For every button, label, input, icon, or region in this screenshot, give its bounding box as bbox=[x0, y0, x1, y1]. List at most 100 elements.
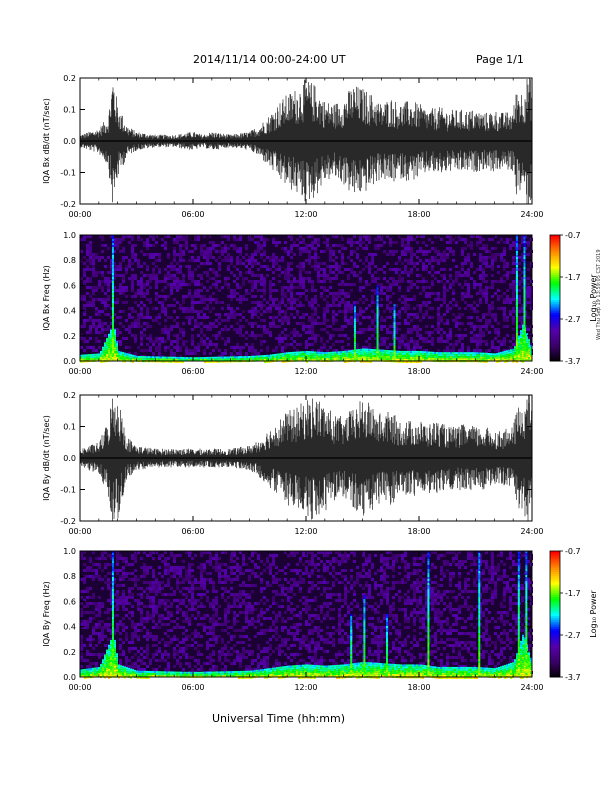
heatmap-cell bbox=[245, 337, 248, 340]
heatmap-band-cell bbox=[360, 360, 362, 363]
heatmap-cell bbox=[392, 283, 395, 286]
heatmap-cell bbox=[455, 277, 458, 280]
heatmap-cell bbox=[215, 313, 218, 316]
heatmap-band-cell bbox=[422, 357, 424, 360]
heatmap-cell bbox=[176, 301, 179, 304]
heatmap-cell bbox=[527, 295, 530, 298]
heatmap-band-cell bbox=[120, 351, 122, 354]
heatmap-cell bbox=[527, 286, 530, 289]
heatmap-cell bbox=[101, 325, 104, 328]
heatmap-band-cell bbox=[258, 357, 260, 360]
heatmap-cell bbox=[467, 244, 470, 247]
heatmap-cell bbox=[416, 280, 419, 283]
heatmap-cell bbox=[110, 280, 113, 283]
heatmap-band-cell bbox=[392, 358, 394, 361]
heatmap-cell bbox=[341, 235, 344, 238]
heatmap-cell bbox=[410, 238, 413, 241]
heatmap-band-cell bbox=[290, 357, 292, 360]
heatmap-cell bbox=[125, 265, 128, 268]
heatmap-cell bbox=[107, 304, 110, 307]
heatmap-cell bbox=[482, 259, 485, 262]
heatmap-band-cell bbox=[406, 360, 408, 363]
heatmap-cell bbox=[248, 310, 251, 313]
heatmap-band-cell bbox=[110, 331, 112, 334]
heatmap-cell bbox=[383, 286, 386, 289]
heatmap-band-cell bbox=[116, 353, 118, 356]
heatmap-band-cell bbox=[396, 352, 398, 355]
heatmap-band-cell bbox=[270, 354, 272, 357]
heatmap-cell bbox=[464, 292, 467, 295]
heatmap-band-cell bbox=[364, 356, 366, 359]
heatmap-cell bbox=[188, 322, 191, 325]
heatmap-cell bbox=[326, 277, 329, 280]
heatmap-cell bbox=[191, 310, 194, 313]
heatmap-cell bbox=[311, 241, 314, 244]
heatmap-cell bbox=[260, 349, 263, 352]
heatmap-cell bbox=[527, 337, 530, 340]
heatmap-cell bbox=[200, 331, 203, 334]
heatmap-cell bbox=[155, 259, 158, 262]
heatmap-cell bbox=[158, 313, 161, 316]
heatmap-cell bbox=[527, 289, 530, 292]
heatmap-cell bbox=[485, 325, 488, 328]
heatmap-band-cell bbox=[510, 359, 512, 362]
heatmap-cell bbox=[185, 244, 188, 247]
heatmap-cell bbox=[419, 259, 422, 262]
heatmap-cell bbox=[161, 280, 164, 283]
heatmap-band-cell bbox=[120, 353, 122, 356]
heatmap-cell bbox=[446, 310, 449, 313]
heatmap-cell bbox=[131, 280, 134, 283]
heatmap-cell bbox=[389, 301, 392, 304]
heatmap-cell bbox=[500, 277, 503, 280]
heatmap-cell bbox=[206, 307, 209, 310]
heatmap-cell bbox=[146, 298, 149, 301]
heatmap-cell bbox=[494, 235, 497, 238]
heatmap-cell bbox=[251, 343, 254, 346]
heatmap-cell bbox=[272, 238, 275, 241]
heatmap-band-cell bbox=[266, 360, 268, 363]
heatmap-cell bbox=[227, 340, 230, 343]
heatmap-cell bbox=[365, 307, 368, 310]
heatmap-cell bbox=[176, 286, 179, 289]
heatmap-cell bbox=[500, 253, 503, 256]
heatmap-band-cell bbox=[370, 352, 372, 355]
heatmap-band-cell bbox=[158, 358, 160, 361]
heatmap-band-cell bbox=[298, 355, 300, 358]
heatmap-cell bbox=[275, 325, 278, 328]
heatmap-cell bbox=[89, 241, 92, 244]
heatmap-cell bbox=[248, 238, 251, 241]
heatmap-cell bbox=[404, 268, 407, 271]
heatmap-cell bbox=[347, 343, 350, 346]
heatmap-cell bbox=[461, 262, 464, 265]
heatmap-cell bbox=[203, 256, 206, 259]
heatmap-band-cell bbox=[228, 356, 230, 359]
heatmap-cell bbox=[455, 265, 458, 268]
heatmap-cell bbox=[401, 295, 404, 298]
heatmap-cell bbox=[332, 319, 335, 322]
heatmap-cell bbox=[407, 238, 410, 241]
heatmap-band-cell bbox=[436, 356, 438, 359]
heatmap-cell bbox=[470, 235, 473, 238]
heatmap-cell bbox=[98, 346, 101, 349]
heatmap-cell bbox=[140, 331, 143, 334]
heatmap-cell bbox=[407, 316, 410, 319]
heatmap-band-cell bbox=[510, 351, 512, 354]
heatmap-band-cell bbox=[366, 352, 368, 355]
heatmap-cell bbox=[272, 319, 275, 322]
heatmap-band-cell bbox=[402, 356, 404, 359]
heatmap-band-cell bbox=[160, 358, 162, 361]
heatmap-cell bbox=[152, 235, 155, 238]
heatmap-cell bbox=[155, 283, 158, 286]
heatmap-cell bbox=[377, 277, 380, 280]
heatmap-band-cell bbox=[224, 358, 226, 361]
heatmap-cell bbox=[161, 289, 164, 292]
heatmap-band-cell bbox=[490, 359, 492, 362]
heatmap-cell bbox=[281, 259, 284, 262]
heatmap-cell bbox=[86, 301, 89, 304]
heatmap-cell bbox=[482, 271, 485, 274]
heatmap-cell bbox=[110, 271, 113, 274]
heatmap-cell bbox=[374, 292, 377, 295]
heatmap-cell bbox=[461, 253, 464, 256]
heatmap-band-cell bbox=[250, 357, 252, 360]
heatmap-band-cell bbox=[472, 358, 474, 361]
